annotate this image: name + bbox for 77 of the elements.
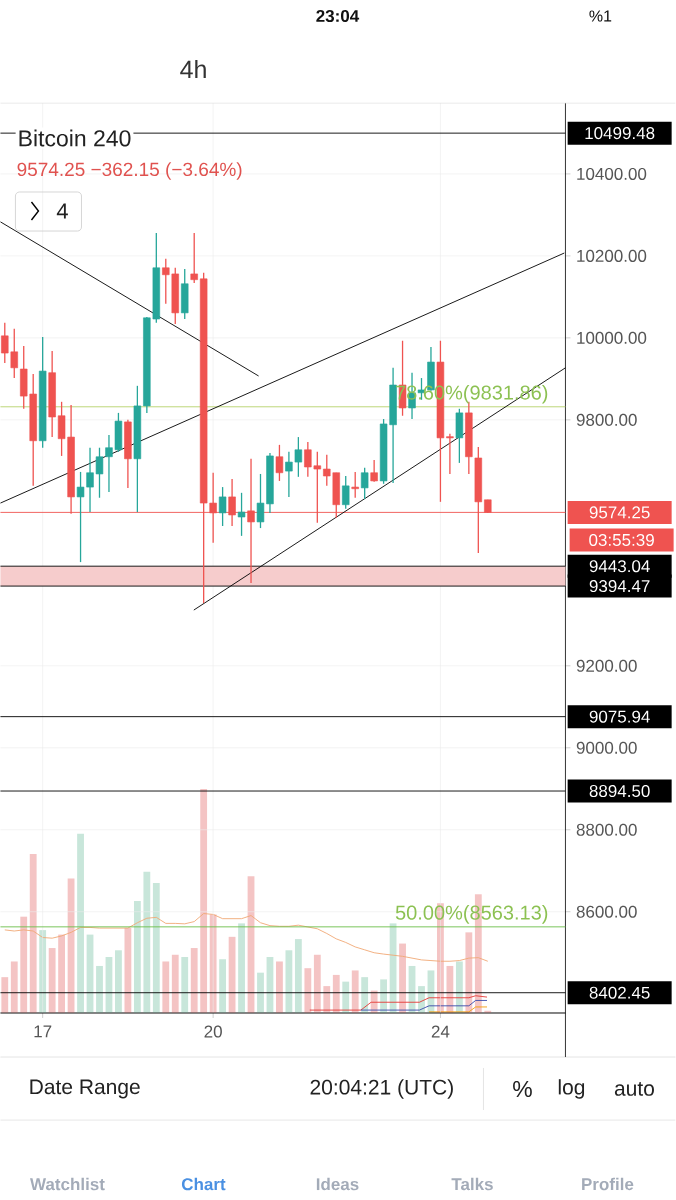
ref-line-label: 8894.50 bbox=[589, 785, 650, 798]
bar bbox=[200, 788, 208, 1013]
bar bbox=[58, 934, 66, 1013]
text: Talks bbox=[451, 1177, 493, 1191]
bar bbox=[96, 965, 103, 1013]
y-tick-label: 9800.00 bbox=[576, 413, 637, 426]
y-tick-label: 10000.00 bbox=[577, 331, 647, 344]
bar bbox=[313, 954, 321, 1013]
bar bbox=[143, 871, 151, 1013]
bar bbox=[257, 972, 264, 1013]
candlestick bbox=[446, 433, 454, 475]
bar bbox=[295, 939, 302, 1013]
bar bbox=[48, 948, 56, 1013]
ref-line-label: 9075.94 bbox=[589, 710, 650, 723]
text: log bbox=[558, 1079, 585, 1099]
text: 20:04:21 (UTC) bbox=[310, 1079, 453, 1099]
bar bbox=[351, 970, 359, 1013]
bar bbox=[238, 923, 246, 1013]
ref-line-label: 9443.04 bbox=[589, 560, 650, 573]
x-tick-label: 24 bbox=[431, 1025, 450, 1038]
bar bbox=[162, 961, 170, 1013]
candlestick bbox=[361, 467, 369, 500]
bar bbox=[77, 833, 85, 1013]
bar bbox=[29, 853, 37, 1013]
text: Bitcoin 240 bbox=[19, 129, 131, 147]
ref-line-label: 9574.25 bbox=[589, 506, 650, 519]
bar bbox=[171, 954, 179, 1013]
bar bbox=[181, 956, 189, 1013]
annotation: 50.00%(8563.13) bbox=[395, 905, 548, 924]
bar bbox=[332, 974, 340, 1013]
bar bbox=[456, 961, 463, 1013]
y-tick-label: 8800.00 bbox=[576, 823, 637, 836]
text: %1 bbox=[589, 10, 612, 22]
bar bbox=[152, 883, 160, 1013]
bar bbox=[10, 961, 18, 1013]
candlestick bbox=[190, 232, 198, 284]
bar bbox=[134, 900, 141, 1013]
ref-line-label: 8402.45 bbox=[589, 986, 650, 999]
ref-line-label: 9394.47 bbox=[589, 580, 650, 593]
candlestick bbox=[237, 492, 246, 537]
bar bbox=[124, 927, 132, 1013]
text: auto bbox=[614, 1082, 655, 1096]
bar bbox=[285, 950, 293, 1013]
annotation: 4 bbox=[56, 203, 68, 219]
text: Watchlist bbox=[30, 1177, 105, 1191]
text: 23:04 bbox=[316, 9, 360, 23]
bar bbox=[465, 932, 473, 1013]
ref-line-label: 10499.48 bbox=[585, 127, 655, 140]
bar bbox=[219, 959, 227, 1013]
bar bbox=[399, 943, 407, 1013]
bar bbox=[276, 961, 283, 1013]
y-tick-label: 9200.00 bbox=[576, 659, 637, 672]
candlestick bbox=[370, 459, 378, 483]
text: 4h bbox=[180, 59, 206, 79]
text: Date Range bbox=[30, 1079, 140, 1099]
text: Profile bbox=[582, 1177, 634, 1191]
bar bbox=[20, 916, 28, 1013]
text: 03:55:39 bbox=[589, 533, 654, 546]
y-tick-label: 8600.00 bbox=[576, 905, 637, 918]
bar bbox=[190, 948, 198, 1013]
candlestick bbox=[275, 444, 284, 482]
text: 9574.25 −362.15 (−3.64%) bbox=[17, 162, 242, 180]
y-tick-label: 10400.00 bbox=[577, 167, 647, 180]
y-tick-label: 9000.00 bbox=[576, 741, 637, 754]
bar bbox=[304, 968, 312, 1013]
x-tick-label: 17 bbox=[34, 1025, 52, 1038]
text: % bbox=[513, 1080, 532, 1098]
candlestick bbox=[351, 471, 359, 499]
bar bbox=[1, 977, 9, 1013]
y-tick-label: 10200.00 bbox=[577, 249, 647, 262]
bar bbox=[115, 950, 122, 1013]
text: Chart bbox=[182, 1177, 226, 1191]
candlestick bbox=[218, 486, 227, 527]
candlestick bbox=[342, 475, 350, 510]
text: Ideas bbox=[316, 1177, 359, 1191]
bar bbox=[446, 965, 454, 1013]
x-tick-label: 20 bbox=[204, 1025, 223, 1038]
